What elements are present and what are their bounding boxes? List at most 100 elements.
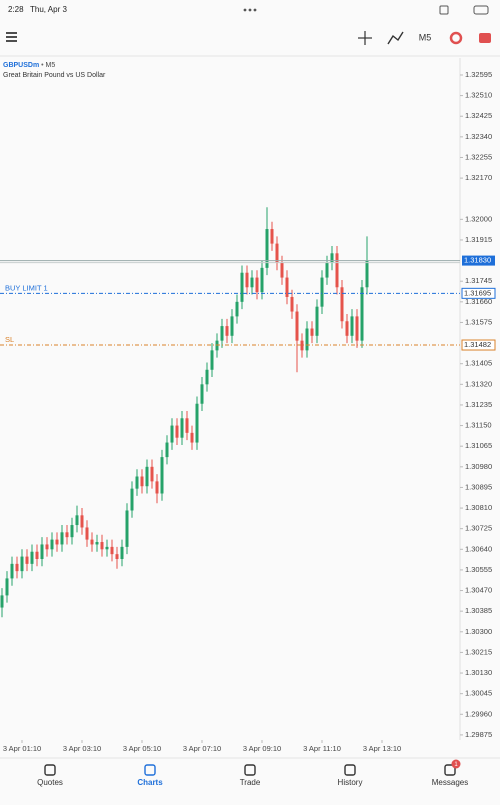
candle-body (80, 515, 84, 528)
candle-body (295, 311, 299, 341)
candle-body (310, 328, 314, 336)
candle-body (90, 539, 94, 545)
candle-body (55, 539, 59, 545)
candle-body (135, 476, 139, 489)
y-tick-label: 1.31065 (465, 441, 492, 450)
level-box (461, 339, 496, 351)
candle-body (125, 510, 129, 547)
candle-body (35, 551, 39, 560)
candle-body (190, 432, 194, 443)
y-tick-label: 1.32000 (465, 214, 492, 223)
candle-body (235, 301, 239, 317)
candle-body (220, 326, 224, 341)
candle-body (255, 277, 259, 293)
candle-body (10, 563, 14, 579)
y-tick-label: 1.30045 (465, 689, 492, 698)
timeframe: M5 (46, 62, 56, 69)
clock: 2:28 (8, 5, 24, 14)
nav-badge-count: 1 (454, 762, 458, 768)
level-name: SL (5, 335, 14, 344)
y-tick-label: 1.32255 (465, 152, 492, 161)
nav-label: History (338, 778, 363, 787)
candle-body (20, 556, 24, 572)
level-name: BUY LIMIT 1 (5, 283, 48, 292)
x-tick-label: 3 Apr 01:10 (3, 744, 41, 753)
date: Thu, Apr 3 (30, 5, 67, 14)
nav-label: Messages (432, 778, 468, 787)
candle-body (115, 554, 119, 560)
nav-label: Trade (240, 778, 261, 787)
menu-button[interactable] (6, 32, 17, 42)
timeframe-button[interactable]: M5 (419, 32, 432, 42)
symbol-header: GBPUSDm • M5 (3, 62, 55, 69)
plot: 1.32595 1.32510 1.32425 1.32340 1.32255 1.321… (0, 70, 496, 753)
trade-button[interactable] (479, 33, 491, 43)
crosshair-button[interactable] (358, 31, 372, 45)
candle-body (250, 277, 254, 288)
candle-body (225, 326, 229, 336)
nav-item[interactable]: History (338, 764, 363, 787)
y-tick-label: 1.30555 (465, 565, 492, 574)
candle-body (85, 527, 89, 540)
candle-body (300, 340, 304, 351)
candle-body (290, 296, 294, 312)
candle-body (25, 556, 29, 564)
x-tick-label: 3 Apr 03:10 (63, 744, 101, 753)
x-tick-label: 3 Apr 09:10 (243, 744, 281, 753)
status-icons (243, 5, 489, 15)
candle-body (305, 328, 309, 351)
candle-body (95, 542, 99, 545)
x-tick-label: 3 Apr 11:10 (303, 744, 341, 753)
x-tick-label: 3 Apr 05:10 (123, 744, 161, 753)
separator: • (41, 62, 44, 69)
candle-body (120, 546, 124, 560)
candle-body (360, 287, 364, 341)
candle-body (0, 595, 4, 608)
nav-item[interactable]: Charts (137, 764, 163, 787)
candle-body (280, 263, 284, 278)
candle-body (210, 350, 214, 370)
candle-body (110, 546, 114, 555)
indicators-button[interactable] (387, 31, 404, 45)
y-tick-label: 1.32170 (465, 173, 492, 182)
candle-body (180, 418, 184, 438)
y-tick-label: 1.30895 (465, 482, 492, 491)
y-tick-label: 1.31405 (465, 359, 492, 368)
candle-body (75, 515, 79, 526)
candle-body (150, 466, 154, 482)
nav-item[interactable]: Quotes (37, 764, 63, 787)
candle-body (270, 229, 274, 244)
candle-body (5, 578, 9, 596)
y-tick-label: 1.31745 (465, 276, 492, 285)
candle-body (185, 418, 189, 433)
objects-button[interactable] (449, 31, 463, 45)
candle-body (15, 563, 19, 572)
candle-body (175, 425, 179, 438)
nav-icon (144, 764, 156, 776)
candle-body (140, 476, 144, 487)
candle-body (335, 253, 339, 288)
nav-icon (44, 764, 56, 776)
nav-label: Quotes (37, 778, 63, 787)
symbol-description: Great Britain Pound vs US Dollar (3, 72, 106, 79)
candle-body (200, 384, 204, 404)
candle-body (60, 532, 64, 545)
symbol: GBPUSDm (3, 62, 39, 69)
current-price-box (462, 255, 495, 266)
candle-body (315, 306, 319, 336)
candle-body (345, 321, 349, 336)
nav-item[interactable]: Messages 1 (432, 759, 468, 788)
candle-body (325, 263, 329, 278)
y-tick-label: 1.31150 (465, 421, 492, 430)
y-tick-label: 1.31320 (465, 379, 492, 388)
candle-body (165, 442, 169, 458)
candle-body (320, 277, 324, 307)
candle-body (130, 488, 134, 511)
candle-body (240, 272, 244, 302)
nav-icon (244, 764, 256, 776)
nav-item[interactable]: Trade (240, 764, 261, 787)
nav-icon (444, 764, 456, 776)
candle-body (105, 546, 109, 550)
y-tick-label: 1.30470 (465, 586, 492, 595)
y-tick-label: 1.32510 (465, 91, 492, 100)
